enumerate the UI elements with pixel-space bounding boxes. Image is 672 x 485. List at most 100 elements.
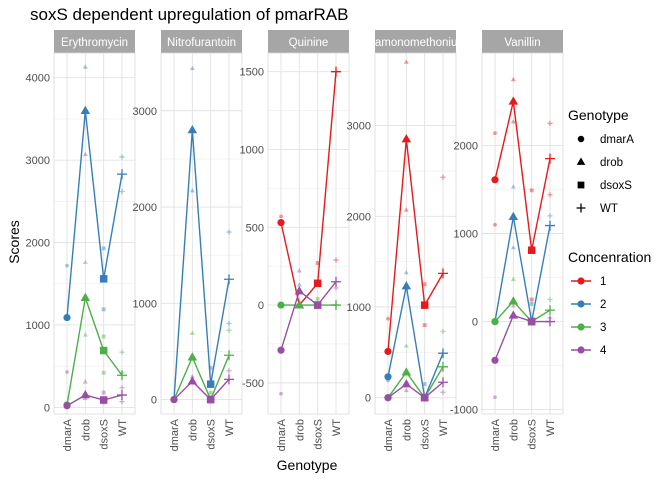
panel-1: Erythromycin 0 1000 2000 3000 4000 dmarA drob ds… — [26, 30, 136, 451]
x-tick-label: WT — [117, 419, 129, 436]
x-tick-label: dmarA — [62, 418, 74, 451]
series-line-conc-3 — [173, 355, 230, 402]
panel-title: Quinine — [289, 37, 329, 49]
panel-3: Quinine -500 0 500 1000 1500 dmarA drob dsoxS WT — [240, 30, 350, 451]
mean-point-conc-1 — [277, 219, 285, 227]
mean-point-conc-4 — [420, 393, 429, 402]
legend-key-plus — [576, 203, 586, 213]
x-tick-label: dsoxS — [206, 419, 218, 450]
series-line-conc-4 — [280, 281, 337, 351]
panel-4: Diamonomethonium 0 1000 2000 3000 dmarA drob ds… — [347, 30, 457, 451]
y-tick-label: 4000 — [26, 73, 50, 85]
mean-point-conc-3 — [331, 300, 341, 311]
x-tick-label: dsoxS — [527, 419, 539, 450]
mean-point-conc-2 — [187, 125, 198, 134]
replicate-point — [529, 188, 534, 193]
legend-genotype: Genotype dmarA drob dsoxS WT — [568, 107, 634, 215]
replicate-point — [189, 330, 195, 335]
mean-point-conc-2 — [384, 373, 392, 381]
replicate-point — [119, 349, 125, 355]
replicate-point — [226, 229, 232, 235]
x-tick-label: drob — [401, 419, 413, 441]
legend-concentration: Concenration 1 2 3 4 — [568, 249, 651, 357]
panel-border — [160, 52, 243, 415]
replicate-point — [226, 320, 232, 327]
panel-5: Vanillin -1000 0 1000 2000 dmarA drob dsoxS WT — [450, 30, 564, 451]
series-line-conc-4 — [173, 378, 230, 401]
mean-point-conc-4 — [277, 346, 285, 354]
mean-point-conc-3 — [277, 301, 285, 309]
replicate-point — [422, 282, 427, 287]
mean-point-conc-4 — [80, 390, 91, 399]
series-line-conc-4 — [66, 394, 123, 407]
y-tick-label: 1000 — [26, 320, 50, 332]
x-tick-label: dsoxS — [99, 419, 111, 450]
replicate-point — [119, 154, 125, 160]
replicate-point — [493, 222, 497, 227]
mean-point-conc-4 — [63, 402, 71, 410]
mean-point-conc-1 — [420, 301, 429, 309]
mean-point-conc-1 — [384, 347, 392, 356]
replicate-point — [315, 261, 320, 266]
replicate-point — [403, 343, 409, 348]
replicate-point — [101, 370, 106, 375]
mean-point-conc-3 — [401, 367, 412, 376]
legend-key-triangle — [576, 157, 586, 165]
y-tick-label: 2000 — [26, 238, 50, 250]
mean-point-conc-4 — [384, 394, 392, 402]
replicate-point — [529, 301, 534, 306]
y-tick-label: 3000 — [347, 121, 371, 133]
x-tick-label: dsoxS — [313, 419, 325, 450]
mean-point-conc-4 — [527, 317, 536, 326]
mean-point-conc-4 — [206, 395, 215, 404]
mean-point-conc-2 — [206, 380, 215, 388]
mean-point-conc-1 — [331, 66, 341, 77]
replicate-point — [510, 303, 516, 308]
y-tick-label: -500 — [242, 378, 264, 390]
y-tick-label: -1000 — [450, 405, 478, 417]
mean-point-conc-3 — [508, 296, 519, 305]
mean-point-conc-4 — [224, 374, 234, 385]
mean-point-conc-1 — [508, 96, 519, 105]
y-tick-label: 3000 — [133, 106, 157, 118]
panel-strip — [375, 30, 456, 53]
replicate-point — [510, 276, 516, 281]
series-line-conc-4 — [387, 381, 444, 399]
mean-point-conc-4 — [187, 376, 198, 385]
replicate-point — [82, 151, 88, 157]
mean-point-conc-3 — [545, 305, 555, 316]
panel-title: Vanillin — [504, 37, 540, 49]
replicate-point — [101, 307, 106, 312]
y-tick-label: 2000 — [454, 140, 478, 152]
mean-point-conc-1 — [527, 246, 536, 254]
replicate-point — [403, 269, 409, 275]
replicate-point — [82, 64, 88, 69]
series-line-conc-2 — [494, 216, 551, 322]
panel-border — [374, 52, 457, 415]
x-tick-label: dmarA — [490, 418, 502, 451]
legend-concentration-label: 2 — [600, 299, 606, 311]
replicate-point — [386, 316, 390, 321]
y-tick-label: 0 — [365, 393, 371, 405]
replicate-point — [82, 259, 88, 265]
replicate-point — [65, 263, 69, 268]
y-tick-label: 1000 — [454, 229, 478, 241]
panel-strip — [54, 30, 135, 53]
series-line-conc-1 — [280, 71, 337, 307]
replicate-point — [422, 323, 427, 328]
x-tick-label: WT — [224, 419, 236, 436]
mean-point-conc-4 — [508, 310, 519, 319]
mean-point-conc-4 — [401, 379, 412, 388]
mean-point-conc-3 — [99, 346, 108, 355]
panel-strip — [161, 30, 242, 53]
panel-border — [267, 52, 350, 415]
legend-concentration-label: 3 — [600, 322, 606, 334]
panel-2: Nitrofurantoin 0 1000 2000 3000 dmarA drob dsox… — [133, 30, 243, 451]
y-tick-label: 500 — [246, 222, 264, 234]
x-tick-label: drob — [294, 419, 306, 441]
replicate-point — [101, 246, 106, 251]
replicate-point — [510, 76, 516, 82]
panel-title: Erythromycin — [61, 37, 128, 49]
replicate-point — [189, 65, 195, 71]
